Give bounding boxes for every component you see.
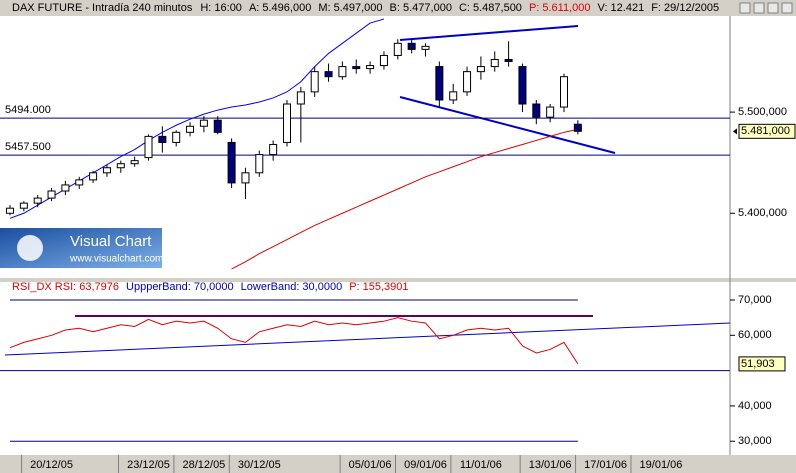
candle-body — [435, 66, 444, 101]
x-tick-label: 19/01/06 — [640, 459, 683, 471]
header-info: P: 5.611,000 — [529, 2, 591, 14]
window-button[interactable] — [753, 2, 765, 14]
series-line — [9, 18, 385, 219]
candle-body — [393, 42, 402, 56]
candle-body — [172, 131, 181, 143]
candle-body — [421, 45, 430, 50]
series-line — [9, 317, 579, 365]
candle-body — [573, 123, 582, 132]
header-info: UppperBand: 70,0000 — [126, 281, 234, 293]
y-tick-label: 5.400,000 — [738, 207, 787, 219]
chart-title: DAX FUTURE - Intradía 240 minutos — [12, 2, 193, 14]
trendline — [4, 322, 731, 356]
candle-body — [379, 54, 388, 67]
candle-body — [19, 202, 28, 209]
candle-body — [33, 197, 42, 204]
last-price-arrow — [733, 128, 737, 135]
window-button[interactable] — [739, 2, 751, 14]
logo-title: Visual Chart — [70, 233, 152, 250]
x-axis-bar — [0, 455, 796, 473]
candle-body — [102, 167, 111, 174]
trendline — [399, 25, 579, 41]
candle-body — [47, 190, 56, 199]
level-label: 5457.500 — [5, 141, 51, 153]
logo-icon — [17, 235, 43, 261]
rsi-panel — [0, 282, 796, 455]
level-label: 5494.000 — [5, 104, 51, 116]
x-tick-label: 28/12/05 — [182, 459, 225, 471]
y-tick-label: 5.500,000 — [738, 106, 787, 118]
candle-body — [490, 58, 499, 68]
header-info: LowerBand: 30,0000 — [241, 281, 343, 293]
value-label: 51,903 — [741, 358, 775, 370]
header-bar — [0, 0, 796, 16]
y-tick-label: 30,000 — [738, 435, 772, 447]
y-tick-label: 60,000 — [738, 329, 772, 341]
y-tick-label: 70,000 — [738, 294, 772, 306]
candle-body — [407, 42, 416, 50]
candle-body — [89, 172, 98, 181]
candle-body — [504, 58, 513, 63]
candle-body — [463, 71, 472, 93]
candle-body — [144, 135, 153, 159]
header-info: RSI_DX RSI: 63,7976 — [12, 281, 119, 293]
header-info: M: 5.497,000 — [318, 2, 382, 14]
x-tick-label: 17/01/06 — [584, 459, 627, 471]
x-tick-label: 30/12/05 — [238, 459, 281, 471]
candle-body — [560, 76, 568, 108]
y-tick-label: 40,000 — [738, 400, 772, 412]
header-info: H: 16:00 — [200, 2, 242, 14]
candle-body — [366, 65, 375, 70]
candle-body — [6, 207, 14, 214]
candle-body — [158, 135, 167, 143]
candle-body — [199, 119, 208, 127]
candle-body — [130, 160, 139, 165]
x-tick-label: 13/01/06 — [529, 459, 572, 471]
header-info: C: 5.487,500 — [459, 2, 522, 14]
candle-body — [352, 66, 361, 70]
candle-body — [186, 125, 195, 133]
last-price-label: 5.481,000 — [741, 125, 790, 137]
candle-body — [227, 141, 236, 184]
header-info: B: 5.477,000 — [390, 2, 452, 14]
x-tick-label: 23/12/05 — [127, 459, 170, 471]
header-info: A: 5.496,000 — [249, 2, 311, 14]
candle-body — [532, 103, 541, 118]
x-tick-label: 11/01/06 — [460, 459, 502, 471]
candle-body — [255, 154, 264, 174]
trendline — [399, 96, 616, 154]
candle-body — [283, 103, 291, 143]
header-info: V: 12.421 — [598, 2, 645, 14]
value-label-box — [738, 356, 786, 372]
x-tick-label: 09/01/06 — [404, 459, 447, 471]
window-button[interactable] — [767, 2, 779, 14]
header-info: P: 155,3901 — [349, 281, 408, 293]
last-price-box — [738, 123, 796, 139]
candle-body — [61, 184, 70, 192]
candle-body — [449, 91, 458, 101]
candle-body — [75, 179, 84, 186]
series-line — [231, 128, 578, 270]
x-tick-label: 20/12/05 — [30, 459, 73, 471]
candle-body — [476, 66, 485, 73]
candle-body — [269, 143, 278, 156]
candle-body — [241, 172, 250, 184]
header-info: F: 29/12/2005 — [651, 2, 719, 14]
candle-body — [338, 66, 347, 78]
candle-body — [324, 71, 333, 78]
candle-body — [518, 66, 527, 105]
candle-body — [116, 163, 125, 169]
window-button[interactable] — [781, 2, 793, 14]
candle-body — [213, 119, 222, 133]
candle-body — [310, 71, 319, 93]
x-tick-label: 05/01/06 — [349, 459, 392, 471]
logo-url: www.visualchart.com — [69, 254, 163, 265]
candle-body — [296, 91, 305, 105]
candle-body — [546, 106, 555, 118]
